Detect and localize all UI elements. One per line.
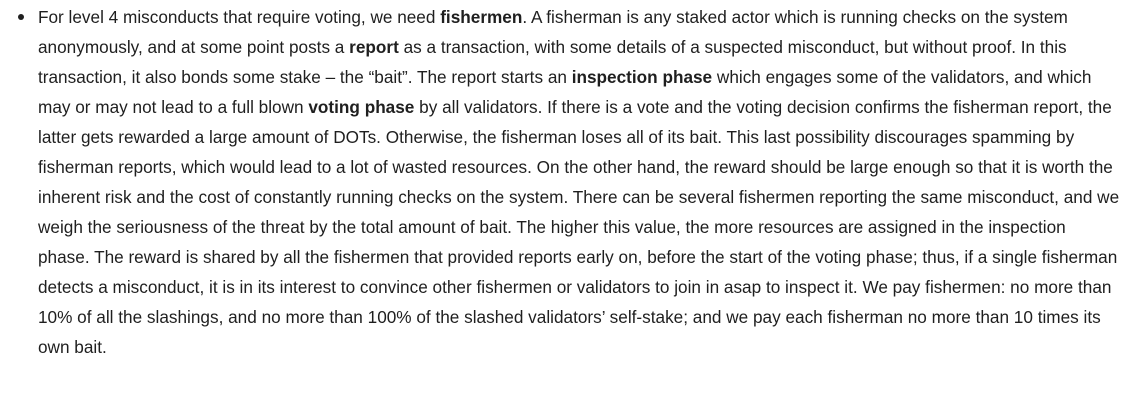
paragraph-text: For level 4 misconducts that require vot… bbox=[38, 7, 441, 27]
term-voting-phase: voting phase bbox=[308, 97, 415, 117]
bullet-list: For level 4 misconducts that require vot… bbox=[18, 2, 1120, 362]
term-report: report bbox=[349, 37, 399, 57]
paragraph-text: which engages some of the validators, an… bbox=[38, 67, 1092, 117]
term-inspection-phase: inspection phase bbox=[571, 67, 713, 87]
bullet-point-icon bbox=[18, 14, 24, 20]
paragraph-text: . A fisherman is any staked actor which … bbox=[38, 7, 1068, 57]
paragraph-text: by all validators. If there is a vote an… bbox=[38, 97, 1120, 357]
term-fishermen: fishermen bbox=[440, 7, 523, 27]
paragraph-text: as a transaction, with some details of a… bbox=[38, 37, 1067, 87]
list-item: For level 4 misconducts that require vot… bbox=[18, 2, 1120, 362]
